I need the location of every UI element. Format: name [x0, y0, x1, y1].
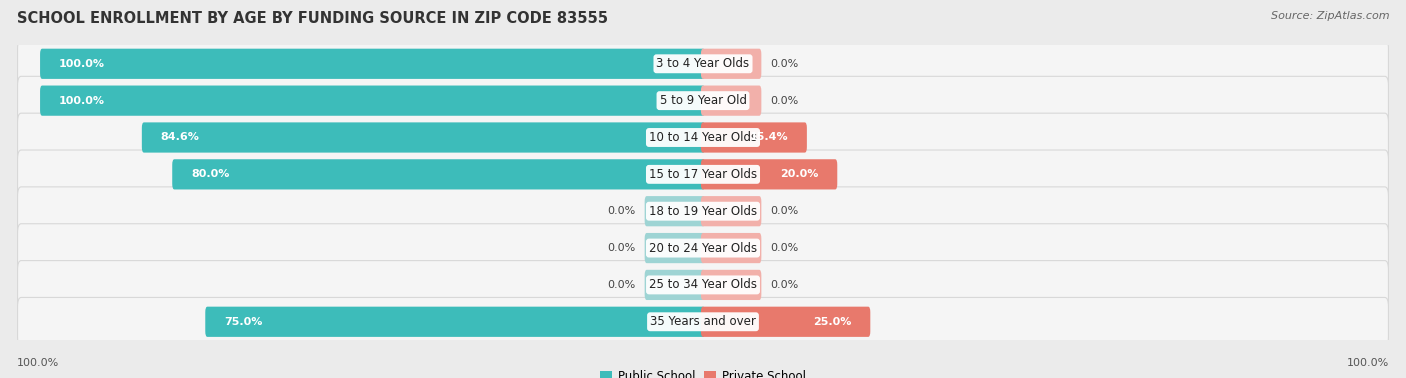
Text: SCHOOL ENROLLMENT BY AGE BY FUNDING SOURCE IN ZIP CODE 83555: SCHOOL ENROLLMENT BY AGE BY FUNDING SOUR…: [17, 11, 607, 26]
Text: 0.0%: 0.0%: [607, 206, 636, 216]
FancyBboxPatch shape: [17, 76, 1389, 125]
FancyBboxPatch shape: [702, 233, 762, 263]
FancyBboxPatch shape: [205, 307, 706, 337]
FancyBboxPatch shape: [17, 39, 1389, 88]
Text: 18 to 19 Year Olds: 18 to 19 Year Olds: [650, 205, 756, 218]
FancyBboxPatch shape: [702, 196, 762, 226]
Text: 100.0%: 100.0%: [59, 96, 105, 105]
Text: 100.0%: 100.0%: [17, 358, 59, 368]
FancyBboxPatch shape: [702, 159, 838, 189]
Text: 3 to 4 Year Olds: 3 to 4 Year Olds: [657, 57, 749, 70]
Text: 0.0%: 0.0%: [607, 243, 636, 253]
Text: 0.0%: 0.0%: [607, 280, 636, 290]
Text: 25 to 34 Year Olds: 25 to 34 Year Olds: [650, 279, 756, 291]
Text: 0.0%: 0.0%: [770, 96, 799, 105]
FancyBboxPatch shape: [17, 150, 1389, 199]
FancyBboxPatch shape: [41, 49, 706, 79]
Text: 0.0%: 0.0%: [770, 280, 799, 290]
Text: 100.0%: 100.0%: [59, 59, 105, 69]
FancyBboxPatch shape: [17, 260, 1389, 309]
Text: 25.0%: 25.0%: [813, 317, 852, 327]
Text: 0.0%: 0.0%: [770, 243, 799, 253]
FancyBboxPatch shape: [645, 270, 706, 300]
FancyBboxPatch shape: [702, 85, 762, 116]
Text: Source: ZipAtlas.com: Source: ZipAtlas.com: [1271, 11, 1389, 21]
Text: 20.0%: 20.0%: [780, 169, 818, 179]
Text: 100.0%: 100.0%: [1347, 358, 1389, 368]
FancyBboxPatch shape: [17, 224, 1389, 273]
Text: 80.0%: 80.0%: [191, 169, 229, 179]
Text: 15.4%: 15.4%: [749, 133, 787, 143]
FancyBboxPatch shape: [702, 307, 870, 337]
FancyBboxPatch shape: [41, 85, 706, 116]
Text: 5 to 9 Year Old: 5 to 9 Year Old: [659, 94, 747, 107]
FancyBboxPatch shape: [702, 122, 807, 153]
Text: 75.0%: 75.0%: [225, 317, 263, 327]
Text: 0.0%: 0.0%: [770, 206, 799, 216]
FancyBboxPatch shape: [172, 159, 706, 189]
FancyBboxPatch shape: [645, 233, 706, 263]
FancyBboxPatch shape: [17, 187, 1389, 235]
Text: 15 to 17 Year Olds: 15 to 17 Year Olds: [650, 168, 756, 181]
FancyBboxPatch shape: [17, 113, 1389, 162]
FancyBboxPatch shape: [142, 122, 706, 153]
FancyBboxPatch shape: [17, 297, 1389, 346]
FancyBboxPatch shape: [645, 196, 706, 226]
Text: 10 to 14 Year Olds: 10 to 14 Year Olds: [650, 131, 756, 144]
Text: 20 to 24 Year Olds: 20 to 24 Year Olds: [650, 242, 756, 254]
Legend: Public School, Private School: Public School, Private School: [595, 365, 811, 378]
FancyBboxPatch shape: [702, 49, 762, 79]
Text: 35 Years and over: 35 Years and over: [650, 315, 756, 328]
Text: 0.0%: 0.0%: [770, 59, 799, 69]
Text: 84.6%: 84.6%: [160, 133, 200, 143]
FancyBboxPatch shape: [702, 270, 762, 300]
